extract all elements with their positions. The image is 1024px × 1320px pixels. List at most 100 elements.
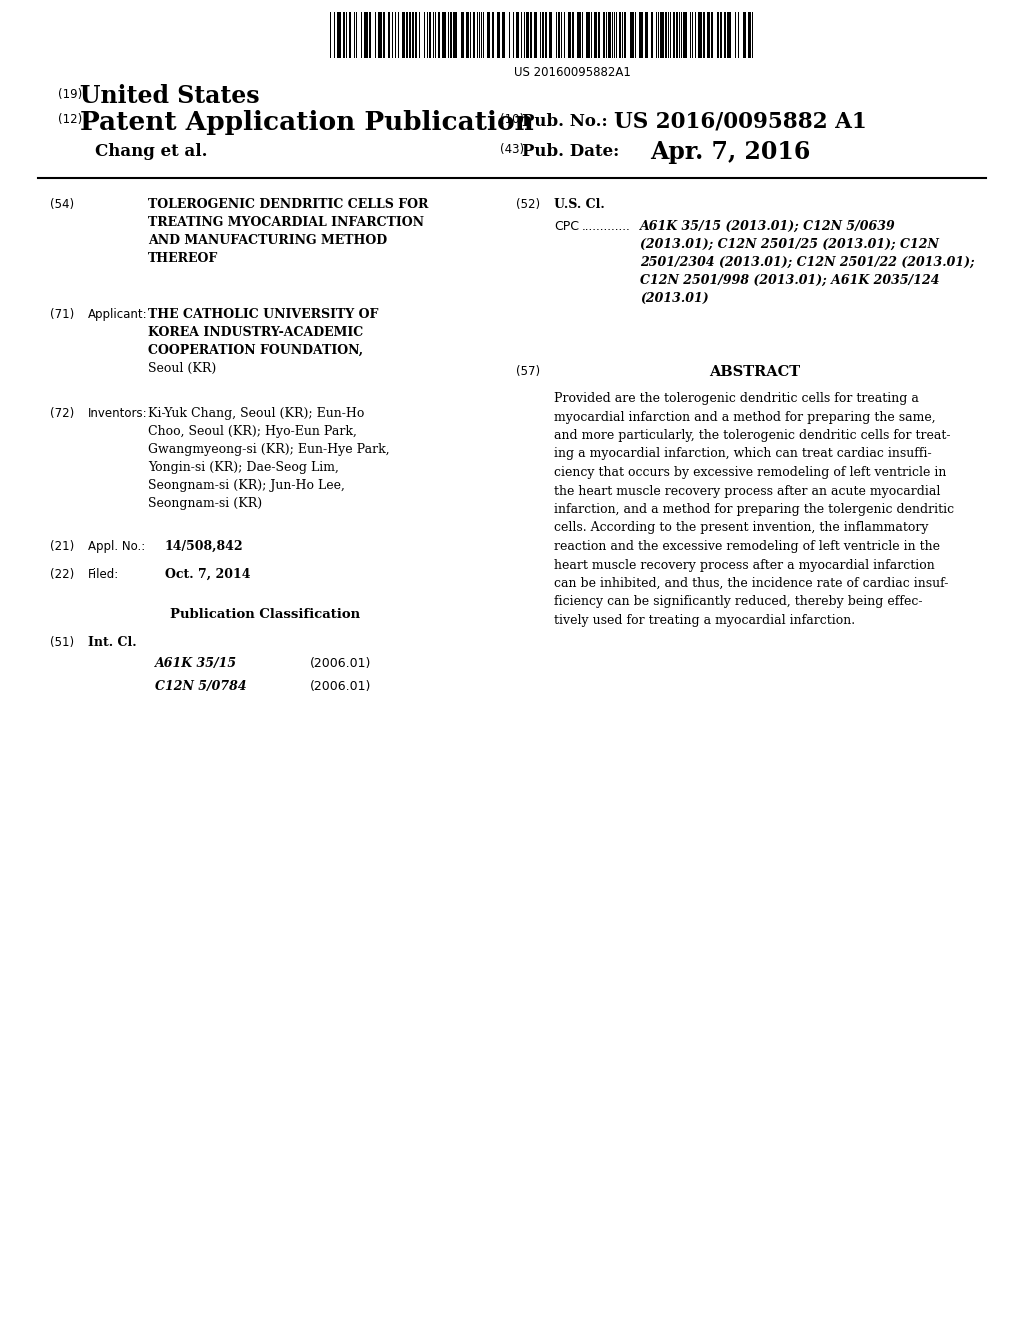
Bar [639,12,643,58]
Text: (2006.01): (2006.01) [310,657,372,671]
Bar [660,12,664,58]
Bar [516,12,519,58]
Bar [461,12,464,58]
Text: Oct. 7, 2014: Oct. 7, 2014 [165,568,251,581]
Text: United States: United States [80,84,260,108]
Bar [598,12,600,58]
Text: Pub. Date:: Pub. Date: [522,143,620,160]
Bar [624,12,626,58]
Bar [542,12,544,58]
Text: U.S. Cl.: U.S. Cl. [554,198,605,211]
Text: Patent Application Publication: Patent Application Publication [80,110,534,135]
Text: Pub. No.:: Pub. No.: [522,114,607,129]
Bar [364,12,368,58]
Bar [594,12,597,58]
Bar [412,12,414,58]
Text: Appl. No.:: Appl. No.: [88,540,145,553]
Bar [415,12,417,58]
Bar [676,12,678,58]
Text: Seoul (KR): Seoul (KR) [148,362,216,375]
Bar [429,12,431,58]
Bar [526,12,529,58]
Bar [337,12,341,58]
Bar [717,12,719,58]
Text: ABSTRACT: ABSTRACT [710,366,801,379]
Text: (22): (22) [50,568,75,581]
Bar [707,12,710,58]
Bar [727,12,731,58]
Bar [502,12,505,58]
Bar [698,12,702,58]
Bar [530,12,532,58]
Bar [711,12,713,58]
Bar [724,12,726,58]
Bar [665,12,667,58]
Text: 14/508,842: 14/508,842 [165,540,244,553]
Bar [603,12,605,58]
Text: C12N 5/0784: C12N 5/0784 [155,680,247,693]
Bar [473,12,475,58]
Text: Ki-Yuk Chang, Seoul (KR); Eun-Ho
Choo, Seoul (KR); Hyo-Eun Park,
Gwangmyeong-si : Ki-Yuk Chang, Seoul (KR); Eun-Ho Choo, S… [148,407,389,510]
Text: (54): (54) [50,198,74,211]
Bar [406,12,408,58]
Bar [586,12,590,58]
Text: (57): (57) [516,366,540,378]
Bar [343,12,345,58]
Bar [748,12,751,58]
Text: Applicant:: Applicant: [88,308,147,321]
Bar [383,12,385,58]
Text: US 2016/0095882 A1: US 2016/0095882 A1 [614,110,866,132]
Bar [572,12,574,58]
Bar [402,12,406,58]
Text: A61K 35/15: A61K 35/15 [155,657,238,671]
Bar [743,12,746,58]
Bar [409,12,411,58]
Text: Apr. 7, 2016: Apr. 7, 2016 [650,140,810,164]
Text: (10): (10) [500,114,524,125]
Bar [608,12,611,58]
Bar [438,12,440,58]
Bar [450,12,452,58]
Bar [703,12,705,58]
Bar [618,12,621,58]
Bar [577,12,581,58]
Bar [683,12,687,58]
Bar [497,12,500,58]
Bar [630,12,634,58]
Bar [558,12,560,58]
Text: (43): (43) [500,143,524,156]
Text: (2006.01): (2006.01) [310,680,372,693]
Bar [369,12,371,58]
Text: (72): (72) [50,407,75,420]
Text: US 20160095882A1: US 20160095882A1 [514,66,631,79]
Text: A61K 35/15 (2013.01); C12N 5/0639
(2013.01); C12N 2501/25 (2013.01); C12N
2501/2: A61K 35/15 (2013.01); C12N 5/0639 (2013.… [640,220,975,305]
Bar [720,12,722,58]
Text: Int. Cl.: Int. Cl. [88,636,136,649]
Text: (21): (21) [50,540,75,553]
Text: TOLEROGENIC DENDRITIC CELLS FOR
TREATING MYOCARDIAL INFARCTION
AND MANUFACTURING: TOLEROGENIC DENDRITIC CELLS FOR TREATING… [148,198,428,265]
Bar [534,12,537,58]
Text: (52): (52) [516,198,540,211]
Text: Publication Classification: Publication Classification [170,609,360,620]
Text: THE CATHOLIC UNIVERSITY OF
KOREA INDUSTRY-ACADEMIC
COOPERATION FOUNDATION,: THE CATHOLIC UNIVERSITY OF KOREA INDUSTR… [148,308,379,356]
Text: CPC: CPC [554,220,579,234]
Text: (51): (51) [50,636,74,649]
Bar [492,12,494,58]
Text: Inventors:: Inventors: [88,407,147,420]
Bar [645,12,648,58]
Bar [453,12,457,58]
Bar [568,12,571,58]
Text: .............: ............. [582,220,631,234]
Bar [388,12,390,58]
Text: Chang et al.: Chang et al. [95,143,208,160]
Bar [466,12,469,58]
Bar [549,12,552,58]
Text: (71): (71) [50,308,75,321]
Bar [651,12,653,58]
Bar [545,12,547,58]
Text: Provided are the tolerogenic dendritic cells for treating a
myocardial infarctio: Provided are the tolerogenic dendritic c… [554,392,954,627]
Bar [487,12,490,58]
Bar [673,12,675,58]
Bar [442,12,446,58]
Text: (19): (19) [58,88,82,102]
